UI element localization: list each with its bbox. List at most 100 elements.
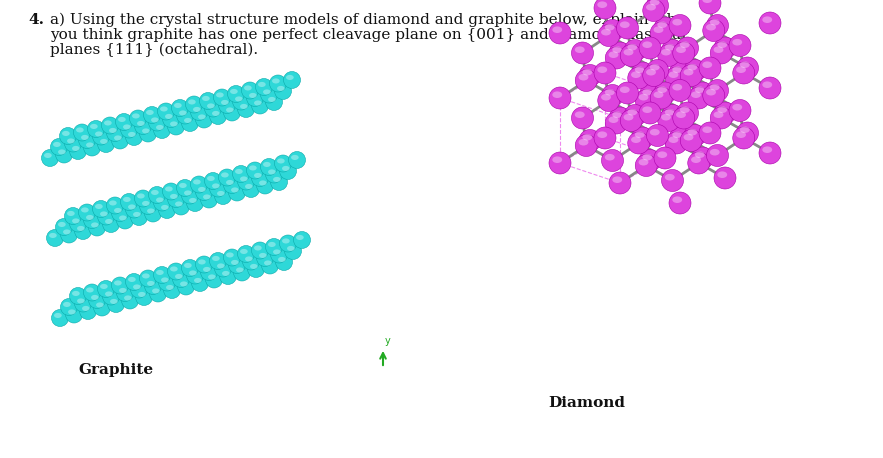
Ellipse shape xyxy=(97,208,115,225)
Ellipse shape xyxy=(151,190,159,195)
Ellipse shape xyxy=(653,92,663,98)
Ellipse shape xyxy=(706,89,716,96)
Ellipse shape xyxy=(63,229,71,234)
Ellipse shape xyxy=(260,158,277,175)
Ellipse shape xyxy=(216,93,223,98)
Ellipse shape xyxy=(717,106,728,113)
Ellipse shape xyxy=(266,93,283,110)
Ellipse shape xyxy=(82,306,90,311)
Ellipse shape xyxy=(118,117,125,122)
Ellipse shape xyxy=(168,263,185,280)
Ellipse shape xyxy=(209,180,227,197)
Ellipse shape xyxy=(109,201,117,206)
Ellipse shape xyxy=(131,208,147,225)
Ellipse shape xyxy=(688,87,710,109)
Ellipse shape xyxy=(291,155,298,160)
Ellipse shape xyxy=(270,174,288,191)
Ellipse shape xyxy=(123,197,131,202)
Ellipse shape xyxy=(168,191,185,207)
Ellipse shape xyxy=(740,61,750,68)
Ellipse shape xyxy=(650,87,672,109)
Ellipse shape xyxy=(61,226,78,243)
Ellipse shape xyxy=(142,273,150,278)
Ellipse shape xyxy=(97,136,115,153)
Ellipse shape xyxy=(188,99,196,104)
Ellipse shape xyxy=(72,291,79,296)
Ellipse shape xyxy=(635,131,645,138)
Ellipse shape xyxy=(579,130,601,152)
Ellipse shape xyxy=(268,97,275,102)
Ellipse shape xyxy=(144,107,161,124)
Ellipse shape xyxy=(244,85,252,91)
Ellipse shape xyxy=(575,135,597,157)
Ellipse shape xyxy=(230,89,238,94)
Ellipse shape xyxy=(552,92,562,98)
Ellipse shape xyxy=(240,104,248,109)
Ellipse shape xyxy=(646,4,656,11)
Ellipse shape xyxy=(643,65,665,87)
Ellipse shape xyxy=(193,107,200,112)
Ellipse shape xyxy=(102,216,119,233)
Ellipse shape xyxy=(272,78,280,83)
Ellipse shape xyxy=(250,264,258,269)
Ellipse shape xyxy=(222,271,230,276)
Ellipse shape xyxy=(170,267,177,272)
Ellipse shape xyxy=(702,61,713,68)
Ellipse shape xyxy=(245,184,253,189)
Ellipse shape xyxy=(44,153,52,158)
Ellipse shape xyxy=(175,274,183,279)
Ellipse shape xyxy=(102,288,119,305)
Ellipse shape xyxy=(147,208,155,213)
Ellipse shape xyxy=(91,223,99,228)
Ellipse shape xyxy=(717,41,728,48)
Ellipse shape xyxy=(205,100,222,117)
Ellipse shape xyxy=(549,152,571,174)
Ellipse shape xyxy=(117,284,133,301)
Ellipse shape xyxy=(212,256,220,261)
Ellipse shape xyxy=(289,152,306,169)
Ellipse shape xyxy=(729,34,751,56)
Ellipse shape xyxy=(161,278,169,283)
Ellipse shape xyxy=(128,204,136,209)
Ellipse shape xyxy=(182,114,199,131)
Ellipse shape xyxy=(710,149,720,156)
Ellipse shape xyxy=(215,187,231,205)
Ellipse shape xyxy=(97,280,115,298)
Ellipse shape xyxy=(217,191,224,196)
Ellipse shape xyxy=(142,201,150,206)
Ellipse shape xyxy=(133,212,140,217)
Ellipse shape xyxy=(162,183,179,200)
Ellipse shape xyxy=(665,109,675,115)
Ellipse shape xyxy=(624,104,646,126)
Ellipse shape xyxy=(282,239,290,244)
Ellipse shape xyxy=(653,27,663,33)
Ellipse shape xyxy=(650,22,672,44)
Ellipse shape xyxy=(642,106,653,113)
Ellipse shape xyxy=(706,24,716,31)
Ellipse shape xyxy=(680,130,702,152)
Ellipse shape xyxy=(132,114,140,119)
Ellipse shape xyxy=(594,0,616,19)
Ellipse shape xyxy=(275,155,291,172)
Ellipse shape xyxy=(102,117,118,134)
Ellipse shape xyxy=(64,207,81,224)
Ellipse shape xyxy=(165,114,173,119)
Ellipse shape xyxy=(575,111,585,118)
Ellipse shape xyxy=(578,74,588,81)
Ellipse shape xyxy=(51,310,69,327)
Ellipse shape xyxy=(706,15,728,37)
Ellipse shape xyxy=(151,117,159,122)
Ellipse shape xyxy=(549,87,571,109)
Ellipse shape xyxy=(220,267,237,284)
Ellipse shape xyxy=(191,176,208,193)
Ellipse shape xyxy=(137,193,145,198)
Ellipse shape xyxy=(287,246,295,251)
Ellipse shape xyxy=(47,229,64,246)
Ellipse shape xyxy=(72,146,79,151)
Ellipse shape xyxy=(252,242,268,259)
Ellipse shape xyxy=(263,89,271,94)
Ellipse shape xyxy=(605,89,615,96)
Ellipse shape xyxy=(609,42,631,64)
Ellipse shape xyxy=(179,110,186,115)
Ellipse shape xyxy=(247,261,265,278)
